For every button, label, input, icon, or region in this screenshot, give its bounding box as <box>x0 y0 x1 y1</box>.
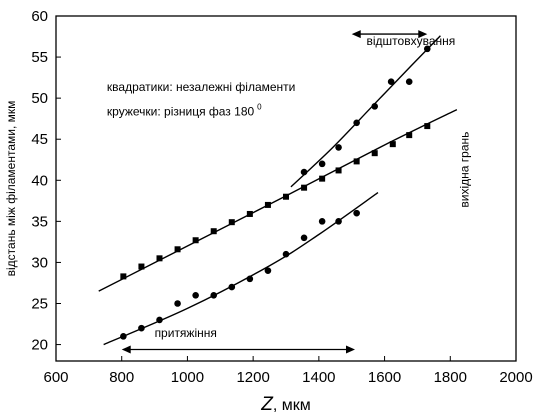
exit-face-label: вихідна грань <box>457 132 471 208</box>
square-point <box>319 175 326 182</box>
square-point <box>283 193 289 200</box>
x-tick-label: 2000 <box>499 369 532 386</box>
y-tick-label: 25 <box>31 296 48 313</box>
y-tick-label: 50 <box>31 90 48 107</box>
y-tick-label: 55 <box>31 49 48 66</box>
square-point <box>424 123 431 130</box>
circle-point <box>282 250 290 258</box>
x-tick-label: 1400 <box>302 369 335 386</box>
circle-point <box>138 324 145 332</box>
y-tick-label: 40 <box>31 172 48 189</box>
repulsion-label: відштовхування <box>367 34 456 48</box>
y-tick-label: 35 <box>31 213 48 230</box>
circle-point <box>174 300 181 307</box>
square-point <box>264 201 271 208</box>
circle-point <box>210 291 218 299</box>
square-point <box>138 263 145 270</box>
square-point <box>192 237 199 244</box>
square-point <box>210 228 217 235</box>
circle-point <box>300 168 308 176</box>
repulsion-arrow-right-head <box>418 30 428 39</box>
square-point <box>301 184 308 191</box>
x-tick-label: 1800 <box>434 369 467 386</box>
plot-frame <box>55 15 517 362</box>
fit-line <box>290 35 441 188</box>
y-tick-label: 60 <box>31 8 48 25</box>
square-point <box>156 255 163 262</box>
x-tick-label: 1600 <box>368 369 401 386</box>
circle-point <box>335 218 342 225</box>
x-tick-label: 600 <box>43 369 68 386</box>
y-tick-label: 20 <box>31 337 48 354</box>
legend-circles-degree: 0 <box>257 102 262 111</box>
x-tick-label: 1200 <box>236 369 269 386</box>
square-point <box>335 167 342 174</box>
circle-point <box>192 291 199 299</box>
fit-line <box>98 109 458 292</box>
square-point <box>371 150 378 157</box>
square-point <box>246 210 253 217</box>
y-tick-label: 30 <box>31 254 48 271</box>
circle-point <box>120 333 127 340</box>
square-point <box>406 132 413 139</box>
fit-line <box>103 192 379 346</box>
square-point <box>353 158 360 165</box>
legend-circles-main: кружечки: різниця фаз 180 <box>107 104 255 118</box>
square-point <box>228 219 235 226</box>
square-point <box>120 273 127 280</box>
range-arrows <box>121 30 428 354</box>
x-axis-unit: , мкм <box>273 397 311 414</box>
x-tick-label: 1000 <box>171 369 204 386</box>
x-axis-label: Z, мкм <box>260 394 311 415</box>
circle-point <box>246 275 254 283</box>
circle-point <box>353 119 360 127</box>
circle-point <box>387 78 395 86</box>
data-points <box>120 45 431 340</box>
circle-point <box>335 144 342 151</box>
legend-squares-text: квадратики: незалежні філаменти <box>107 80 295 94</box>
square-point <box>174 246 181 253</box>
circle-point <box>264 267 272 274</box>
circle-point <box>228 283 236 291</box>
circle-point <box>371 103 379 110</box>
circle-point <box>353 209 360 217</box>
circle-point <box>405 78 413 86</box>
repulsion-arrow-left-head <box>351 30 361 39</box>
legend-circles-text: кружечки: різниця фаз 180 0 <box>107 102 262 118</box>
y-tick-label: 45 <box>31 131 48 148</box>
y-axis-label: відстань між філаментами, мкм <box>4 101 18 277</box>
square-point <box>389 141 396 148</box>
circle-point <box>156 316 163 324</box>
circle-point <box>318 160 326 168</box>
circle-point <box>423 45 431 53</box>
axis-ticks: 600 800 1000 1200 1400 1600 1800 20002025303540… <box>31 8 532 386</box>
circle-point <box>300 234 308 242</box>
x-tick-label: 800 <box>109 369 134 386</box>
attraction-arrow-left-head <box>121 345 131 354</box>
circle-point <box>318 218 326 225</box>
attraction-arrow-right-head <box>346 345 355 354</box>
x-axis-symbol: Z <box>260 394 274 415</box>
attraction-label: притяжіння <box>155 326 217 340</box>
